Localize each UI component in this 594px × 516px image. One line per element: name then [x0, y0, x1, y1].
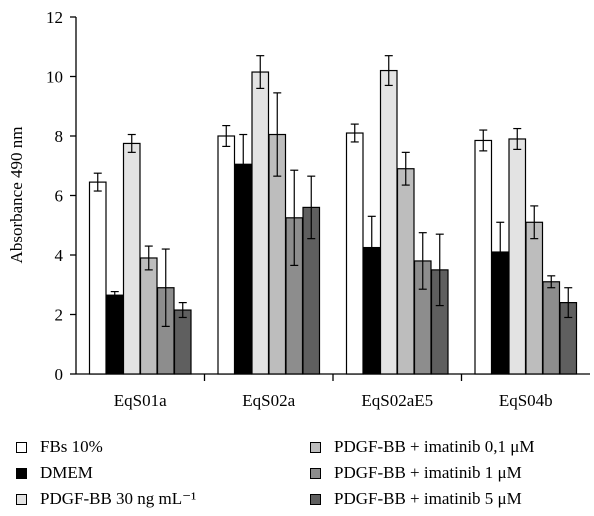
legend-label: PDGF-BB + imatinib 5 μM	[334, 489, 522, 508]
y-tick-label: 8	[55, 127, 64, 146]
legend-item: FBs 10%	[16, 437, 103, 457]
legend-item: PDGF-BB + imatinib 5 μM	[310, 489, 522, 509]
x-tick-label: EqS04b	[499, 391, 553, 410]
legend-label: PDGF-BB + imatinib 0,1 μM	[334, 437, 535, 456]
error-bar	[479, 129, 488, 152]
error-bar	[307, 175, 316, 240]
bar	[122, 142, 141, 375]
legend-swatch	[310, 467, 321, 479]
error-bar	[401, 151, 410, 186]
error-bar	[564, 287, 573, 319]
x-tick-label: EqS02a	[242, 391, 295, 410]
error-bar	[222, 124, 231, 148]
bar	[379, 69, 398, 375]
bar	[105, 294, 124, 375]
error-bar	[513, 127, 522, 150]
x-tick-label: EqS01a	[114, 391, 167, 410]
bar	[251, 71, 270, 375]
y-tick-label: 4	[55, 246, 64, 265]
legend-label: PDGF-BB 30 ng mL⁻¹	[40, 489, 197, 508]
bar	[234, 163, 253, 375]
bar	[173, 309, 192, 375]
bar	[542, 281, 561, 375]
bar	[525, 221, 544, 375]
error-bar	[418, 232, 427, 290]
error-bar	[178, 302, 187, 319]
legend-label: DMEM	[40, 463, 93, 482]
bars	[88, 55, 578, 375]
legend-swatch	[16, 467, 27, 479]
error-bar	[127, 133, 136, 153]
bar	[345, 132, 364, 375]
bar	[508, 138, 527, 375]
legend-swatch	[310, 441, 321, 453]
error-bar	[93, 172, 102, 192]
legend-swatch	[310, 493, 321, 505]
error-bar	[110, 290, 119, 300]
y-axis-label: Absorbance 490 nm	[7, 127, 26, 264]
bar	[88, 181, 107, 375]
legend-item: PDGF-BB + imatinib 1 μM	[310, 463, 522, 483]
error-bar	[161, 248, 170, 327]
bar	[217, 135, 236, 375]
legend-label: FBs 10%	[40, 437, 103, 456]
error-bar	[384, 55, 393, 87]
bar	[139, 257, 158, 375]
bar	[396, 168, 415, 375]
legend-item: DMEM	[16, 463, 93, 483]
error-bar	[496, 221, 505, 283]
error-bar	[144, 245, 153, 271]
y-tick-label: 10	[46, 68, 63, 87]
bar-chart: 0 2 4 6 8 10 12 EqS01a EqS02a EqS02aE5 EqS04b Abs…	[7, 8, 590, 410]
error-bar	[290, 169, 299, 267]
y-tick-label: 12	[46, 8, 63, 27]
legend-item: PDGF-BB 30 ng mL⁻¹	[16, 489, 196, 509]
y-tick-label: 0	[55, 365, 64, 384]
error-bar	[530, 205, 539, 240]
error-bar	[239, 133, 248, 195]
error-bar	[350, 123, 359, 143]
error-bar	[256, 55, 265, 90]
legend-item: PDGF-BB + imatinib 0,1 μM	[310, 437, 535, 457]
y-tick-label: 2	[55, 306, 64, 325]
legend-swatch	[16, 441, 27, 453]
x-tick-label: EqS02aE5	[361, 391, 433, 410]
error-bar	[435, 233, 444, 307]
y-axis: 0 2 4 6 8 10 12	[46, 8, 77, 384]
x-axis: EqS01a EqS02a EqS02aE5 EqS04b	[76, 373, 590, 410]
legend-swatch	[16, 493, 27, 505]
error-bar	[367, 215, 376, 280]
error-bar	[273, 92, 282, 177]
bar	[474, 139, 493, 375]
error-bar	[547, 275, 556, 289]
legend-label: PDGF-BB + imatinib 1 μM	[334, 463, 522, 482]
y-tick-label: 6	[55, 187, 64, 206]
